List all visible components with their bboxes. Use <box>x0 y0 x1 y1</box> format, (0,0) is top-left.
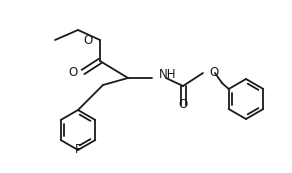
Text: O: O <box>69 66 78 79</box>
Text: NH: NH <box>159 69 176 81</box>
Text: F: F <box>75 143 81 156</box>
Text: O: O <box>209 66 218 80</box>
Text: O: O <box>84 34 93 47</box>
Text: O: O <box>178 98 188 111</box>
